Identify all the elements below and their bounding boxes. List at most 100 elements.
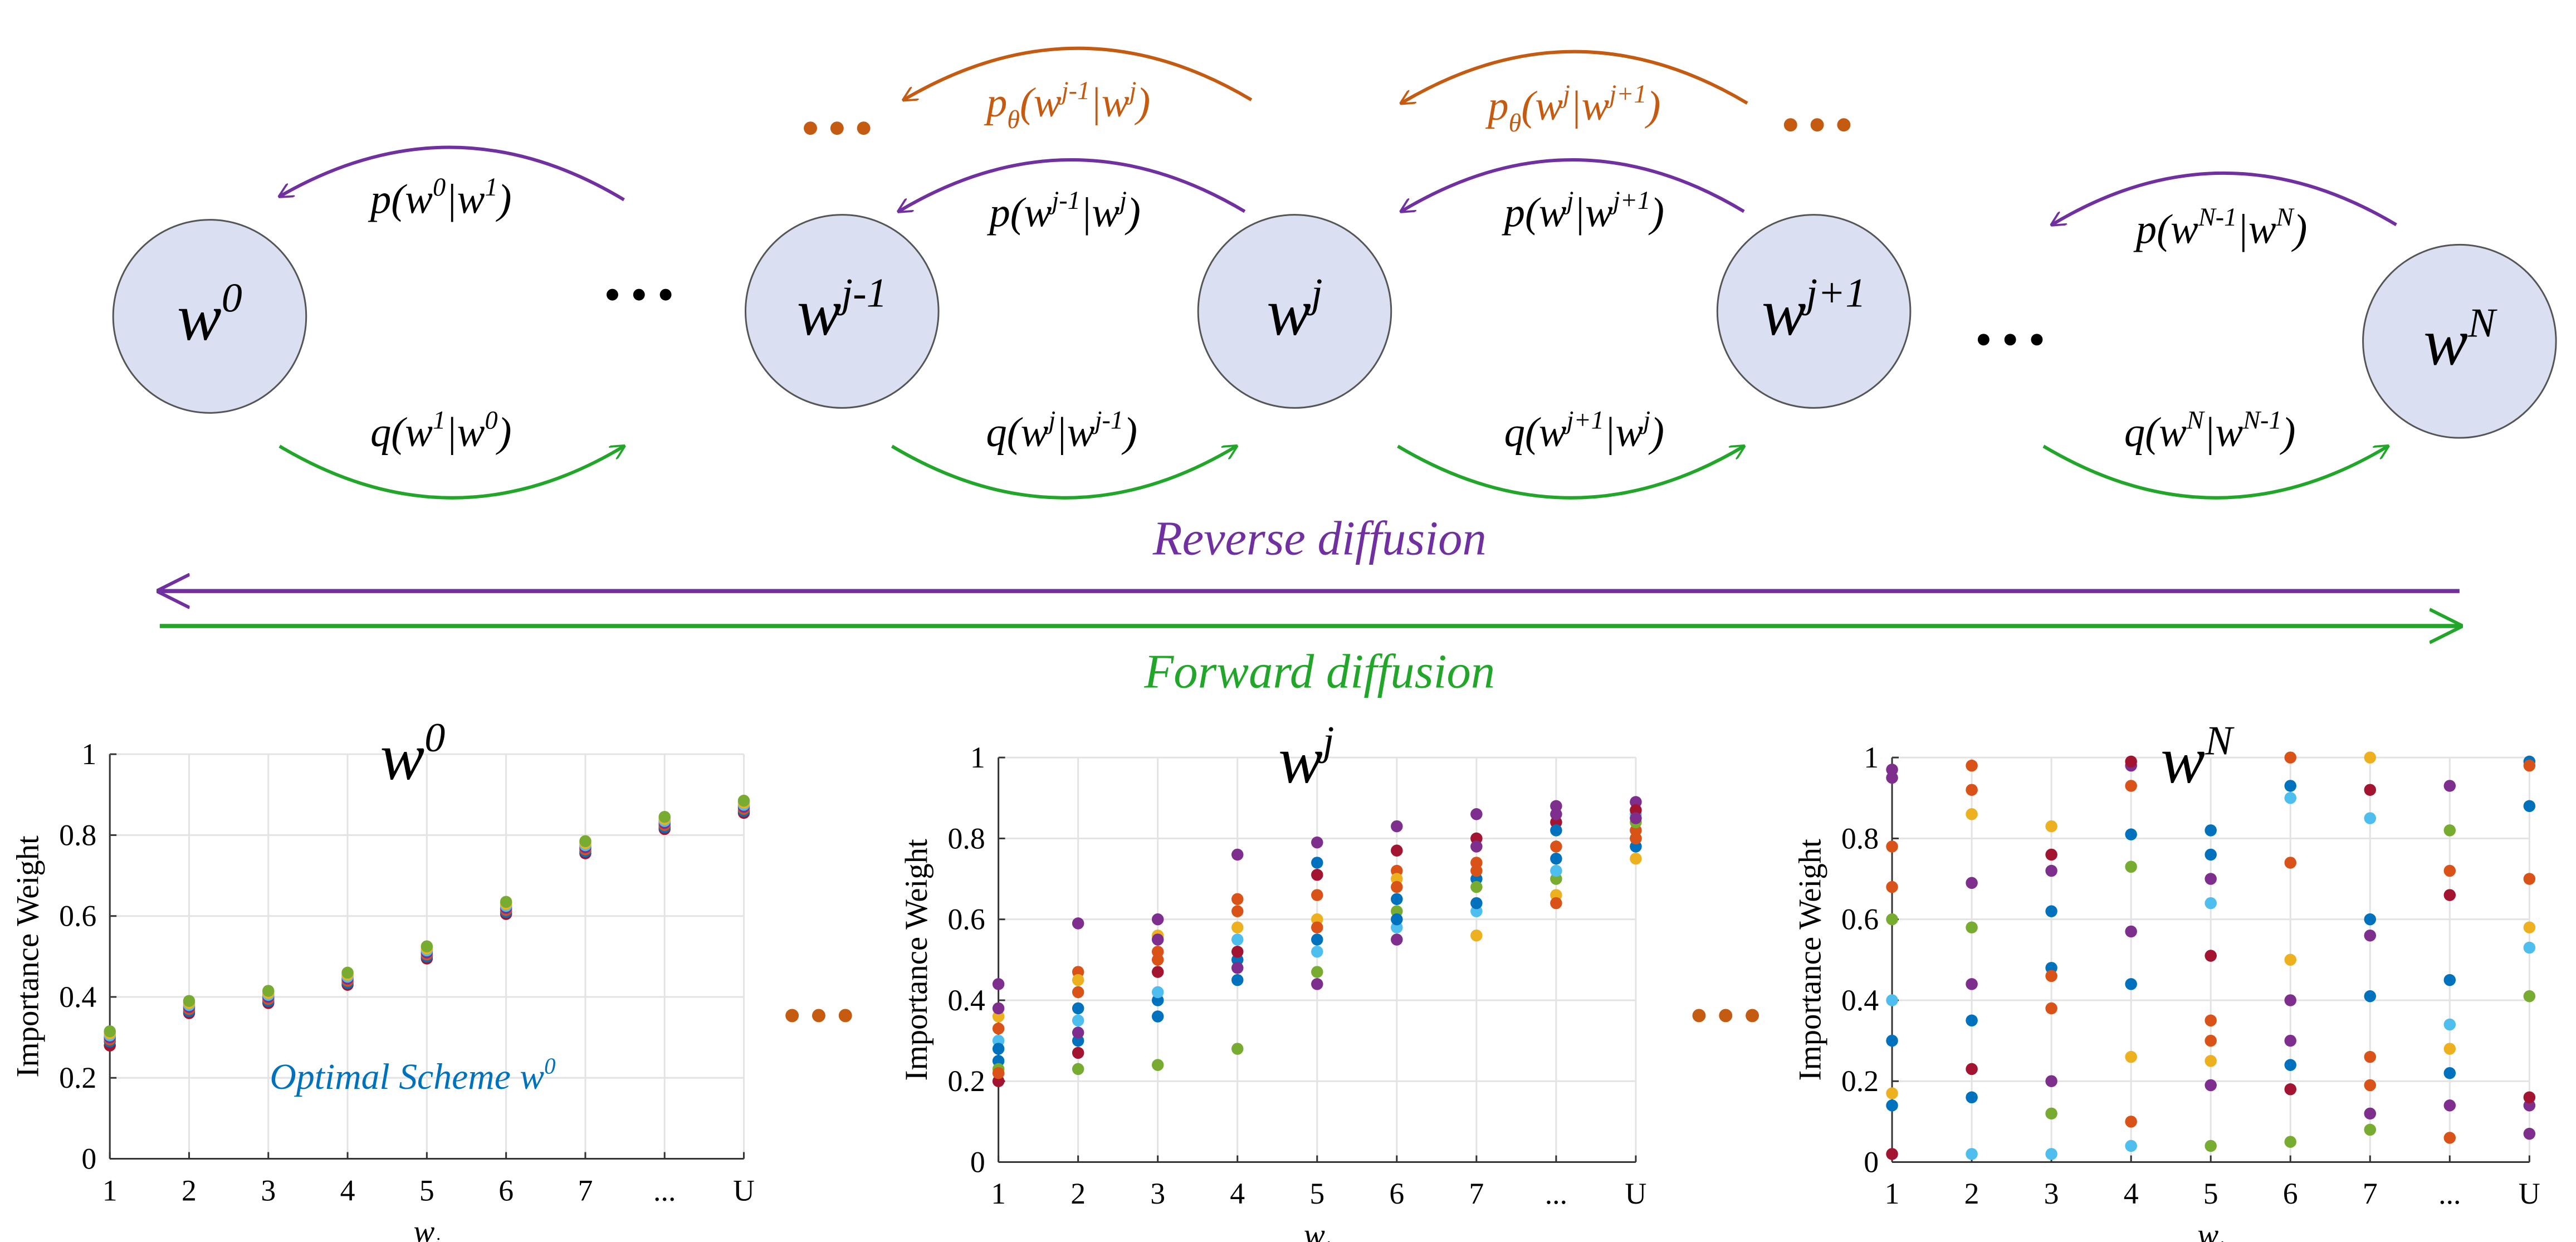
y-tick-label: 1 (970, 741, 985, 774)
point (2523, 1091, 2536, 1104)
text-part: w (1762, 275, 1806, 349)
node (745, 214, 940, 409)
point (1072, 986, 1084, 999)
point (2125, 860, 2137, 873)
transition-arrow (278, 446, 624, 500)
text-part: j (1564, 187, 1574, 215)
point (1966, 921, 1978, 933)
x-tick-label: 4 (340, 1173, 355, 1207)
text-part: j (1127, 77, 1137, 105)
text-part: j (1117, 187, 1127, 215)
text-part: p(w (368, 177, 433, 223)
x-tick-label: 6 (498, 1173, 514, 1207)
point (1886, 1087, 1898, 1099)
point (1311, 946, 1323, 958)
text-part: w (2423, 305, 2468, 379)
text-part: ) (1648, 190, 1664, 236)
point (2125, 925, 2137, 938)
text-part: w (1304, 1217, 1325, 1242)
point (1966, 759, 1978, 772)
text-part: Optimal Scheme w (270, 1057, 544, 1097)
x-tick-label: 7 (1469, 1177, 1484, 1210)
point (2364, 751, 2377, 764)
point (1151, 986, 1164, 999)
point (2364, 784, 2377, 796)
text-part: 0 (222, 276, 242, 321)
point (2045, 864, 2057, 877)
x-tick-label: U (733, 1173, 755, 1207)
point (1231, 974, 1244, 986)
x-tick-label: 3 (1150, 1177, 1165, 1210)
point (2284, 1083, 2296, 1096)
point (1886, 1099, 1898, 1112)
text-part: q(w (370, 409, 433, 456)
point (2284, 751, 2296, 764)
y-axis-label: Importance Weight (1793, 839, 1828, 1081)
transition-label: q(wN|wN-1) (2124, 407, 2296, 456)
transition-arrow (280, 145, 625, 202)
point (1886, 881, 1898, 893)
point (2204, 873, 2217, 885)
y-tick-label: 0.2 (948, 1064, 985, 1098)
point (2045, 1075, 2057, 1087)
point (2523, 941, 2536, 954)
transition-label: p(wj|wj+1) (1502, 187, 1664, 236)
point (737, 794, 750, 807)
transition-label: p(wN-1|wN) (2133, 203, 2308, 252)
point (1151, 1010, 1164, 1023)
x-axis-label: wi (2197, 1217, 2224, 1242)
y-axis-label: Importance Weight (899, 839, 934, 1081)
point (1470, 840, 1483, 853)
x-tick-label: U (1625, 1177, 1647, 1210)
point (104, 1025, 116, 1038)
node (112, 219, 307, 414)
transition-label: q(w1|w0) (370, 407, 512, 456)
point (1470, 881, 1483, 893)
point (2364, 1107, 2377, 1120)
text-part: q(w (2124, 409, 2187, 456)
x-tick-label: 5 (419, 1173, 434, 1207)
point (2045, 848, 2057, 861)
point (1966, 978, 1978, 990)
chart-title: w0 (380, 715, 446, 794)
point (1966, 808, 1978, 820)
point (1072, 1047, 1084, 1059)
point (2125, 755, 2137, 768)
point (1391, 893, 1403, 906)
node-label: wj (1267, 271, 1322, 349)
point (2443, 1043, 2456, 1055)
text-part: w (414, 1214, 435, 1242)
point (1886, 913, 1898, 926)
x-tick-label: ... (653, 1173, 676, 1207)
text-part: |w (1055, 409, 1095, 456)
text-part: N (2276, 203, 2295, 232)
point (2443, 1099, 2456, 1112)
transition-arrow (2042, 446, 2388, 500)
y-tick-label: 1 (1864, 741, 1879, 774)
y-axis-label: Importance Weight (11, 835, 46, 1078)
text-part: p (984, 80, 1007, 126)
text-part: ) (1121, 409, 1137, 456)
transition-label: q(wj|wj-1) (986, 407, 1137, 456)
point (2284, 780, 2296, 792)
point (1311, 933, 1323, 946)
point (2204, 1140, 2217, 1152)
point (1311, 836, 1323, 849)
chart-title: wj (1278, 718, 1334, 797)
point (1550, 808, 1562, 820)
point (658, 810, 671, 823)
node-label: w0 (177, 276, 242, 354)
point (2045, 820, 2057, 833)
point (421, 940, 433, 952)
point (2443, 889, 2456, 901)
x-tick-label: 4 (1230, 1177, 1245, 1210)
point (2204, 1055, 2217, 1067)
y-tick-label: 0.8 (1841, 822, 1879, 855)
point (2523, 1127, 2536, 1140)
y-tick-label: 0.8 (59, 818, 96, 852)
point (1151, 966, 1164, 978)
point (2364, 1079, 2377, 1092)
point (1391, 820, 1403, 833)
point (2284, 1136, 2296, 1148)
point (1311, 921, 1323, 933)
